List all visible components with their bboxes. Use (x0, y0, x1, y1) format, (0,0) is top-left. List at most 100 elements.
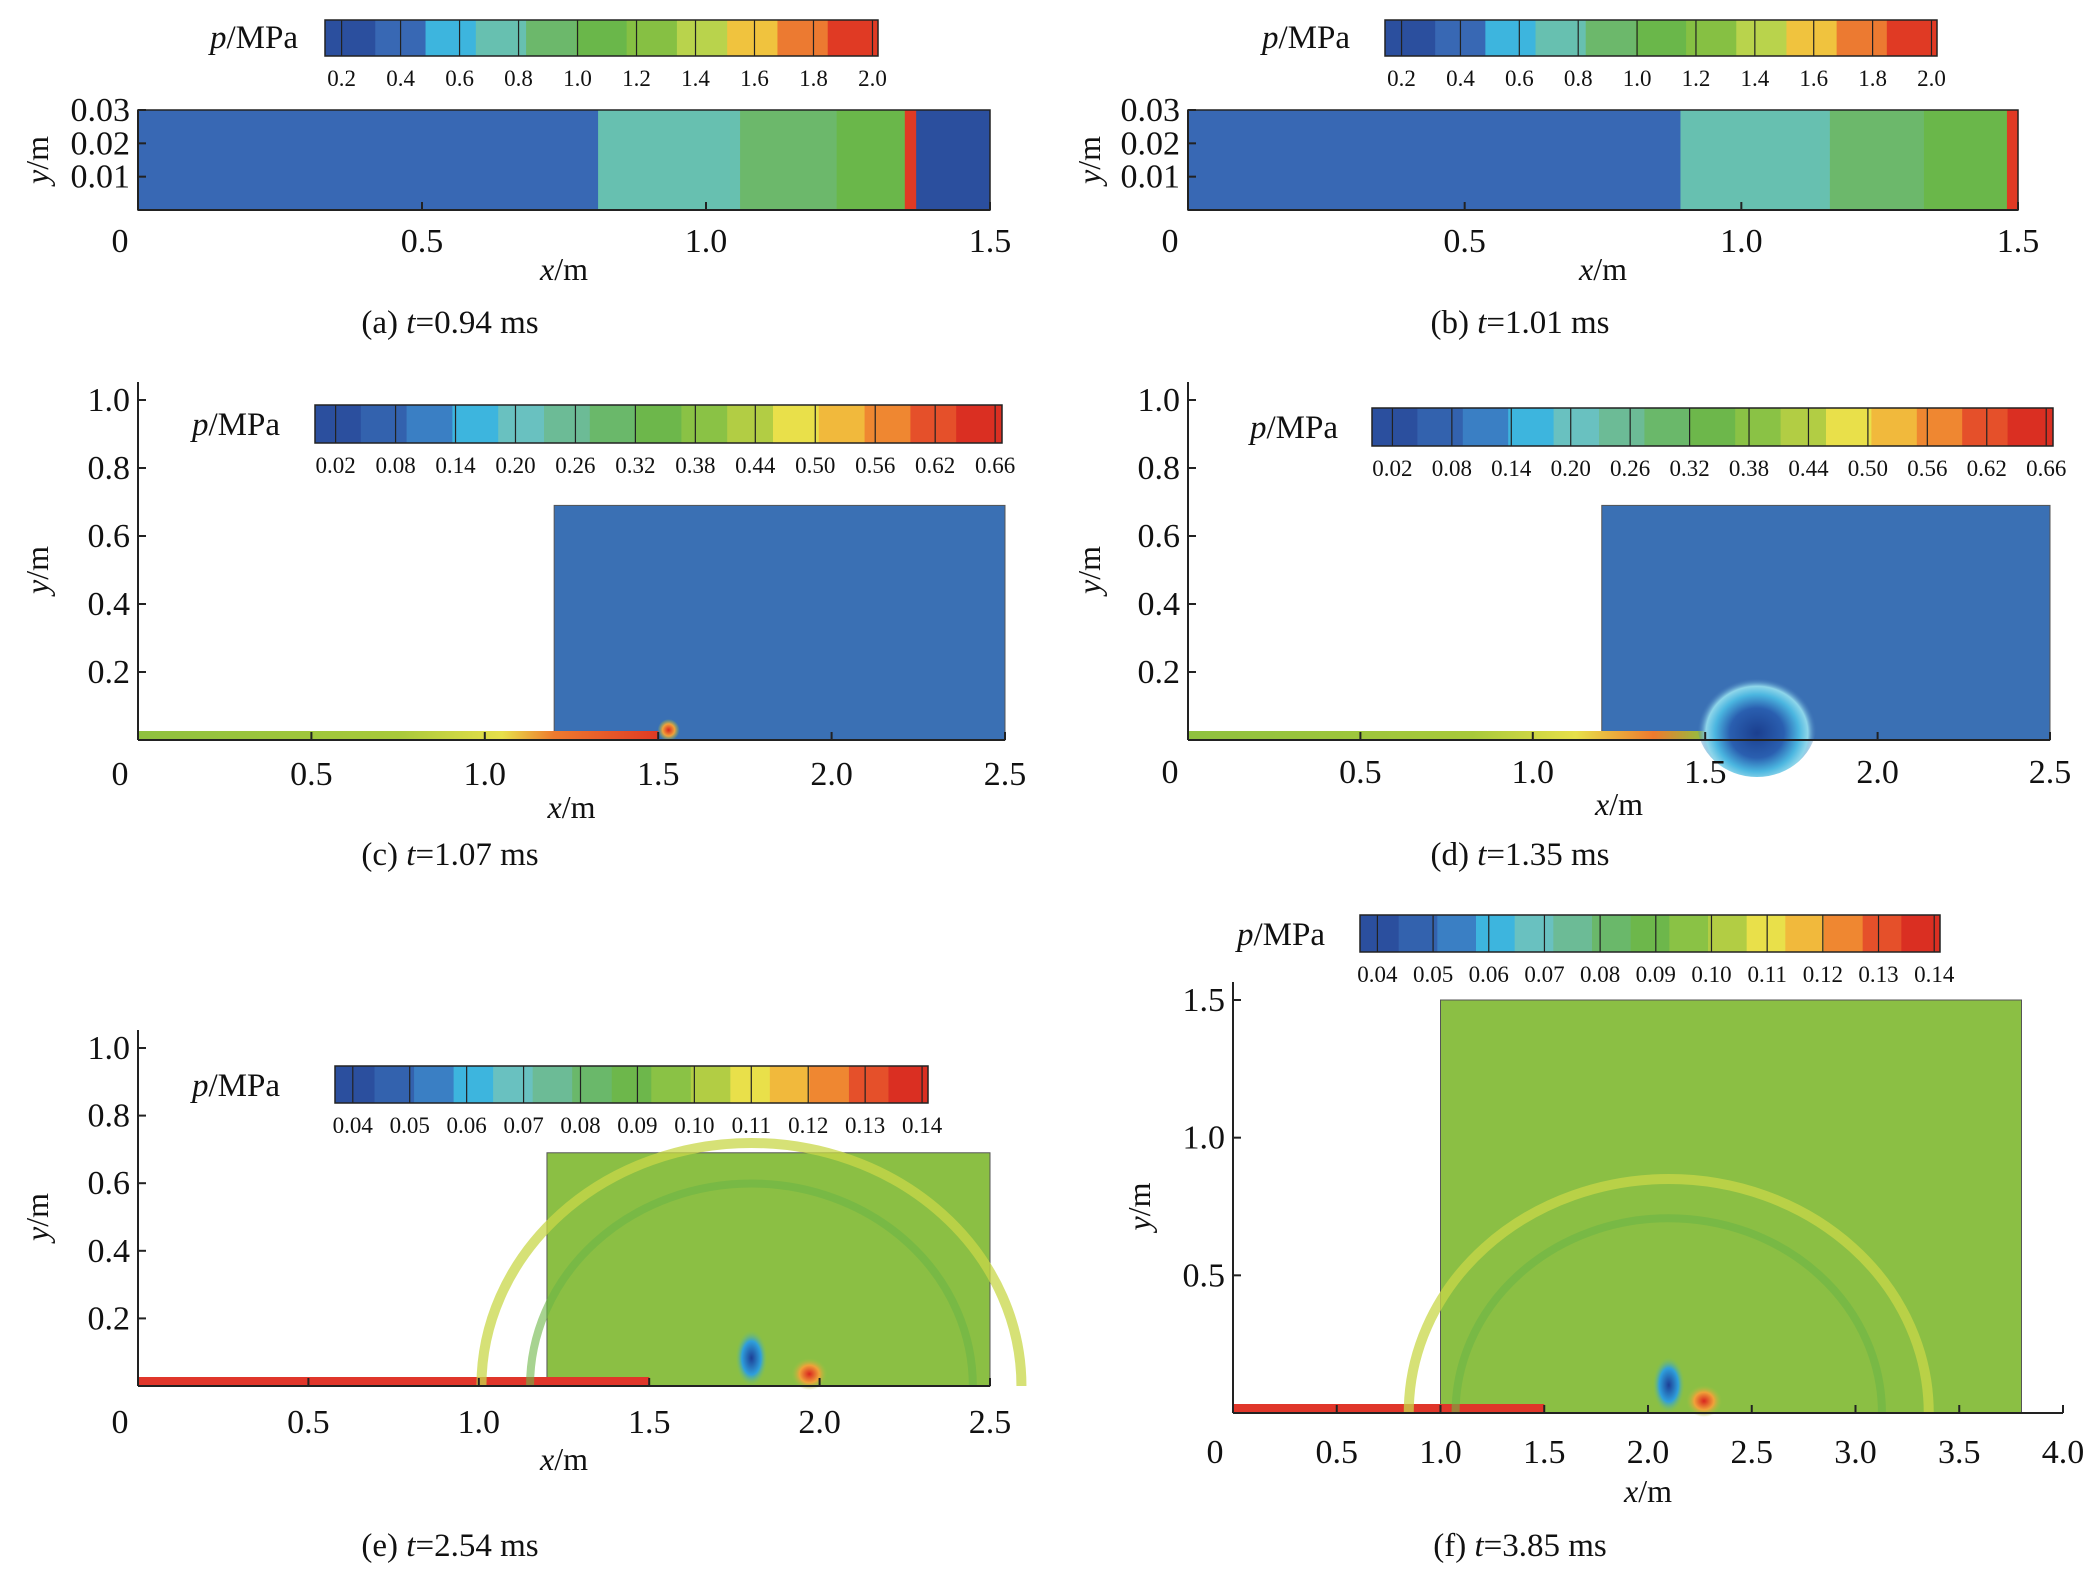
colorbar-swatch (727, 20, 778, 56)
colorbar-tick-label: 0.14 (1491, 456, 1532, 481)
colorbar-tick-label: 0.4 (1446, 66, 1475, 91)
y-tick-label: 1.5 (1183, 982, 1226, 1019)
x-tick-label: 0 (1162, 223, 1179, 260)
colorbar-swatch (1886, 20, 1938, 56)
x-tick-label: 1.0 (685, 223, 728, 260)
colorbar-title: p/MPa (190, 1068, 280, 1104)
panel-caption: (e) t=2.54 ms (361, 1528, 538, 1564)
pressure-region (1923, 110, 2008, 210)
colorbar-swatch (1686, 20, 1737, 56)
colorbar-tick-label: 1.4 (1740, 66, 1769, 91)
tube-region (138, 731, 659, 740)
colorbar-b: 0.2 0.4 0.6 0.8 1.0 1.2 1.4 1.6 1.8 2.0 p/MPa (1260, 19, 1946, 91)
pressure-region (1188, 110, 1681, 210)
colorbar-tick-label: 0.11 (732, 1113, 771, 1138)
colorbar-title: p/MPa (1260, 20, 1350, 56)
colorbar-tick-label: 1.2 (1682, 66, 1711, 91)
colorbar-tick-label: 0.2 (327, 66, 356, 91)
colorbar-swatch (425, 20, 477, 56)
colorbar-swatch (1644, 408, 1691, 446)
colorbar-swatch (1736, 20, 1787, 56)
x-tick-label: 1.0 (1720, 223, 1763, 260)
y-axis-label: y/m (1071, 136, 1107, 187)
x-tick-label: 0 (112, 1404, 129, 1441)
colorbar-tick-label: 0.11 (1747, 962, 1786, 987)
colorbar-tick-label: 0.09 (617, 1113, 657, 1138)
x-tick-label: 0.5 (1339, 754, 1382, 791)
colorbar-tick-label: 0.04 (333, 1113, 374, 1138)
colorbar-tick-label: 0.12 (788, 1113, 828, 1138)
colorbar-title: p/MPa (1248, 410, 1338, 446)
colorbar-swatch (498, 405, 545, 443)
x-tick-label: 0.5 (287, 1404, 330, 1441)
colorbar-tick-label: 1.6 (740, 66, 769, 91)
colorbar-tick-label: 0.08 (560, 1113, 600, 1138)
pressure-region (138, 110, 599, 210)
axes-b: 0 0.5 1.0 1.5 0.010.020.03 x/m y/m (1071, 92, 2039, 287)
colorbar-swatch (1824, 915, 1864, 952)
x-tick-label: 1.5 (1684, 754, 1727, 791)
x-axis-label: x/m (1594, 786, 1643, 822)
colorbar-tick-label: 2.0 (858, 66, 887, 91)
colorbar-tick-label: 1.8 (799, 66, 828, 91)
colorbar-swatch (406, 405, 453, 443)
colorbar-swatch (626, 20, 678, 56)
panel-caption: (b) t=1.01 ms (1430, 305, 1609, 341)
x-tick-label: 2.0 (798, 1404, 841, 1441)
colorbar-swatch (1508, 408, 1555, 446)
pressure-region (916, 110, 991, 210)
colorbar-tick-label: 2.0 (1917, 66, 1946, 91)
colorbar-swatch (414, 1066, 455, 1103)
pressure-region (1829, 110, 1925, 210)
y-axis-label: y/m (19, 1193, 55, 1244)
colorbar-swatch (1476, 915, 1516, 952)
y-tick-label: 0.01 (1121, 159, 1181, 196)
tank-region (553, 504, 1006, 741)
colorbar-swatch (827, 20, 879, 56)
colorbar-tick-label: 1.6 (1799, 66, 1828, 91)
colorbar-swatch (1599, 408, 1645, 446)
colorbar-swatch (1553, 408, 1600, 446)
colorbar-swatch (315, 405, 362, 443)
x-tick-label: 1.5 (628, 1404, 671, 1441)
colorbar-swatch (1398, 915, 1438, 952)
y-tick-label: 0.2 (1138, 654, 1181, 691)
colorbar-tick-label: 0.32 (1669, 456, 1709, 481)
y-axis-label: y/m (1121, 1182, 1157, 1233)
colorbar-swatch (1735, 408, 1782, 446)
colorbar-swatch (635, 405, 682, 443)
colorbar-tick-label: 0.44 (1788, 456, 1829, 481)
colorbar-swatch (493, 1066, 534, 1103)
colorbar-tick-label: 0.20 (1551, 456, 1591, 481)
colorbar-swatch (1871, 408, 1918, 446)
y-tick-label: 0.8 (1138, 450, 1181, 487)
x-tick-label: 0 (112, 223, 129, 260)
colorbar-tick-label: 0.62 (915, 453, 955, 478)
colorbar-swatch (452, 405, 499, 443)
y-tick-label: 0.4 (88, 1233, 131, 1270)
colorbar-d: 0.02 0.08 0.14 0.20 0.26 0.32 0.38 0.44 0.50 0.56… (1248, 407, 2066, 481)
axes-e: 0 0.5 1.0 1.5 2.0 2.5 0.2 0.4 0.6 0.8 1.0 x/m y/m (19, 1030, 1011, 1477)
colorbar-frame (1359, 914, 1941, 953)
y-tick-label: 0.6 (88, 1165, 131, 1202)
colorbar-tick-label: 1.0 (563, 66, 592, 91)
colorbar-frame (324, 19, 879, 57)
colorbar-swatch (809, 1066, 850, 1103)
colorbar-tick-label: 0.56 (1907, 456, 1947, 481)
y-tick-label: 0.01 (71, 159, 131, 196)
x-tick-label: 0.5 (1443, 223, 1486, 260)
colorbar-swatch (1962, 408, 2009, 446)
colorbar-swatch (1826, 408, 1872, 446)
colorbar-tick-label: 0.44 (735, 453, 776, 478)
colorbar-swatch (848, 1066, 889, 1103)
field-a (137, 109, 991, 211)
y-tick-label: 0.2 (88, 1300, 131, 1337)
field-b (1187, 109, 2019, 211)
colorbar-swatch (1553, 915, 1593, 952)
colorbar-swatch (1708, 915, 1748, 952)
pressure-region (836, 110, 906, 210)
colorbar-swatch (335, 1066, 376, 1103)
x-tick-label: 4.0 (2042, 1434, 2085, 1471)
colorbar-swatch (1785, 915, 1825, 952)
pressure-region (2006, 110, 2019, 210)
